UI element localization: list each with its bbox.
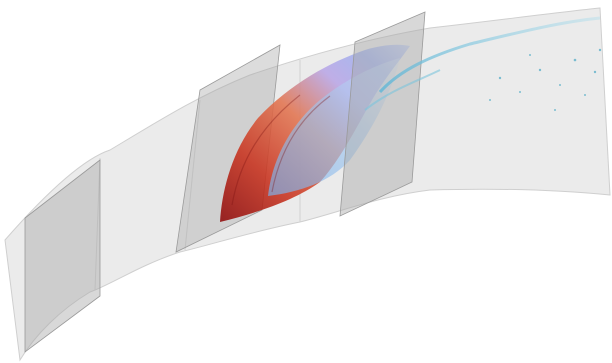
page: [0, 0, 612, 363]
scene: [0, 0, 612, 363]
plane: [25, 160, 100, 352]
